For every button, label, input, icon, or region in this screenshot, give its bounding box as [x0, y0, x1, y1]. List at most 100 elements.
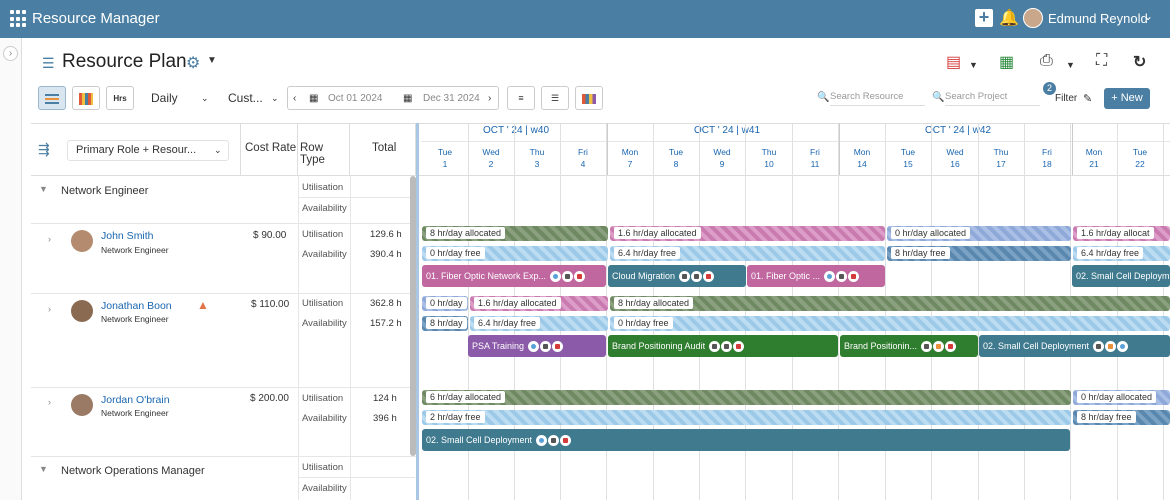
total-label: Total: [372, 142, 397, 154]
expand-icon[interactable]: ›: [48, 234, 51, 244]
caret-down-icon[interactable]: ▼: [1066, 60, 1075, 70]
day-gridline: [978, 123, 979, 500]
availability-bar[interactable]: 6.4 hr/day free: [610, 246, 885, 261]
day-name: Thu: [761, 147, 777, 157]
add-icon[interactable]: +: [975, 8, 993, 27]
task-bar[interactable]: Cloud Migration: [608, 265, 746, 287]
utilisation-bar[interactable]: 8 hr/day allocated: [422, 226, 608, 241]
gantt-view-button[interactable]: [38, 86, 66, 110]
day-gridline: [792, 123, 793, 500]
bell-icon[interactable]: 🔔: [999, 10, 1019, 27]
collapse-all-icon[interactable]: ⇶: [38, 141, 50, 157]
collapse-icon[interactable]: ▼: [39, 184, 48, 194]
search-resource-input[interactable]: Search Resource: [830, 91, 925, 106]
availability-bar[interactable]: 0 hr/day free: [610, 316, 1170, 331]
week-day-divider: [421, 141, 1170, 142]
day-gridline: [468, 123, 469, 500]
panel-splitter[interactable]: [416, 123, 419, 500]
date-from-field[interactable]: Oct 01 2024: [328, 93, 383, 104]
utilisation-bar[interactable]: 1.6 hr/day allocat: [1073, 226, 1170, 241]
day-number: 2: [488, 159, 494, 169]
day-number: 18: [1042, 159, 1052, 169]
status-icon: [535, 435, 547, 447]
status-icon: [559, 435, 571, 447]
gear-icon[interactable]: ⚙: [186, 55, 201, 72]
print-icon[interactable]: ⎙: [1040, 52, 1053, 69]
scrollbar[interactable]: [410, 176, 416, 456]
pdf-export-icon[interactable]: ▤: [946, 54, 962, 71]
avatar[interactable]: [1023, 8, 1043, 28]
availability-bar[interactable]: 0 hr/day free: [422, 246, 608, 261]
range-mode-select[interactable]: Cust... ⌄: [228, 88, 283, 110]
availability-bar[interactable]: 8 hr/day free: [887, 246, 1071, 261]
excel-export-icon[interactable]: ▦: [999, 54, 1015, 71]
task-bar[interactable]: 02. Small Cell Deployment: [422, 429, 1070, 451]
day-gridline: [885, 123, 886, 500]
day-header: Mon 7: [607, 146, 653, 170]
hours-view-button[interactable]: Hrs: [106, 86, 134, 110]
day-name: Tue: [900, 147, 916, 157]
refresh-icon[interactable]: ↻: [1133, 54, 1147, 71]
search-icon: 🔍: [817, 92, 830, 103]
row-divider: [31, 293, 416, 294]
task-bar[interactable]: 02. Small Cell Deployment: [979, 335, 1170, 357]
fullscreen-icon[interactable]: ⛶: [1096, 52, 1108, 69]
availability-bar[interactable]: 8 hr/day free: [1073, 410, 1170, 425]
app-launcher-icon[interactable]: [10, 10, 28, 28]
availability-bar[interactable]: 8 hr/day: [422, 316, 468, 331]
filter-button[interactable]: Filter: [1055, 93, 1078, 104]
caret-down-icon[interactable]: ▼: [969, 60, 978, 70]
expand-icon[interactable]: ›: [48, 304, 51, 314]
status-icon: [823, 271, 835, 283]
caret-down-icon[interactable]: ▼: [207, 55, 217, 66]
availability-bar[interactable]: 2 hr/day free: [422, 410, 1071, 425]
column-settings-button[interactable]: ☰: [541, 86, 569, 110]
row-settings-button[interactable]: ≡: [507, 86, 535, 110]
utilisation-bar[interactable]: 1.6 hr/day allocated: [610, 226, 885, 241]
day-header: Tue 15: [885, 146, 931, 170]
view-mode-select[interactable]: Daily ⌄: [151, 88, 211, 110]
utilisation-bar[interactable]: 1.6 hr/day allocated: [470, 296, 608, 311]
expand-sidebar-icon[interactable]: ›: [3, 46, 18, 61]
date-to-field[interactable]: Dec 31 2024: [423, 93, 480, 104]
cost-rate: $ 200.00: [250, 393, 289, 404]
utilisation-bar[interactable]: 0 hr/day allocated: [1073, 390, 1170, 405]
utilisation-bar[interactable]: 6 hr/day allocated: [422, 390, 1071, 405]
user-name[interactable]: Edmund Reynold: [1048, 11, 1148, 26]
prev-period-icon[interactable]: ‹: [293, 93, 297, 104]
calendar-icon[interactable]: ▦: [309, 93, 319, 104]
bar-label: 6 hr/day allocated: [426, 391, 506, 403]
utilisation-bar[interactable]: 0 hr/day: [422, 296, 468, 311]
day-gridline: [653, 123, 654, 500]
task-bar[interactable]: PSA Training: [468, 335, 606, 357]
task-bar[interactable]: Brand Positionin...: [840, 335, 978, 357]
heatmap-view-button[interactable]: [72, 86, 100, 110]
utilisation-bar[interactable]: 0 hr/day allocated: [887, 226, 1071, 241]
next-period-icon[interactable]: ›: [488, 93, 492, 104]
status-icon: [690, 271, 702, 283]
resource-name[interactable]: Jordan O'brain: [101, 394, 170, 406]
utilisation-bar[interactable]: 8 hr/day allocated: [610, 296, 1170, 311]
chart-view-button[interactable]: [575, 86, 603, 110]
availability-bar[interactable]: 6.4 hr/day free: [470, 316, 608, 331]
row-type-header: Row Type: [298, 123, 350, 175]
resource-name[interactable]: Jonathan Boon: [101, 300, 172, 312]
range-mode-value: Cust...: [228, 91, 263, 105]
new-button[interactable]: + New: [1104, 88, 1150, 109]
row-type-availability: Availability: [302, 483, 347, 494]
edit-icon[interactable]: ✎: [1083, 93, 1093, 105]
group-by-select[interactable]: Primary Role + Resour... ⌄: [67, 140, 229, 161]
task-bar[interactable]: 02. Small Cell Deploym: [1072, 265, 1170, 287]
day-gridline: [838, 123, 839, 500]
search-project-input[interactable]: Search Project: [945, 91, 1040, 106]
collapse-icon[interactable]: ▼: [39, 464, 48, 474]
calendar-icon[interactable]: ▦: [403, 93, 413, 104]
resource-name[interactable]: John Smith: [101, 230, 154, 242]
status-icon: [1092, 341, 1104, 353]
expand-icon[interactable]: ›: [48, 397, 51, 407]
availability-bar[interactable]: 6.4 hr/day free: [1073, 246, 1170, 261]
task-bar[interactable]: Brand Positioning Audit: [608, 335, 838, 357]
task-bar[interactable]: 01. Fiber Optic ...: [747, 265, 885, 287]
task-bar[interactable]: 01. Fiber Optic Network Exp...: [422, 265, 606, 287]
chevron-down-icon[interactable]: ⌄: [1143, 9, 1154, 23]
